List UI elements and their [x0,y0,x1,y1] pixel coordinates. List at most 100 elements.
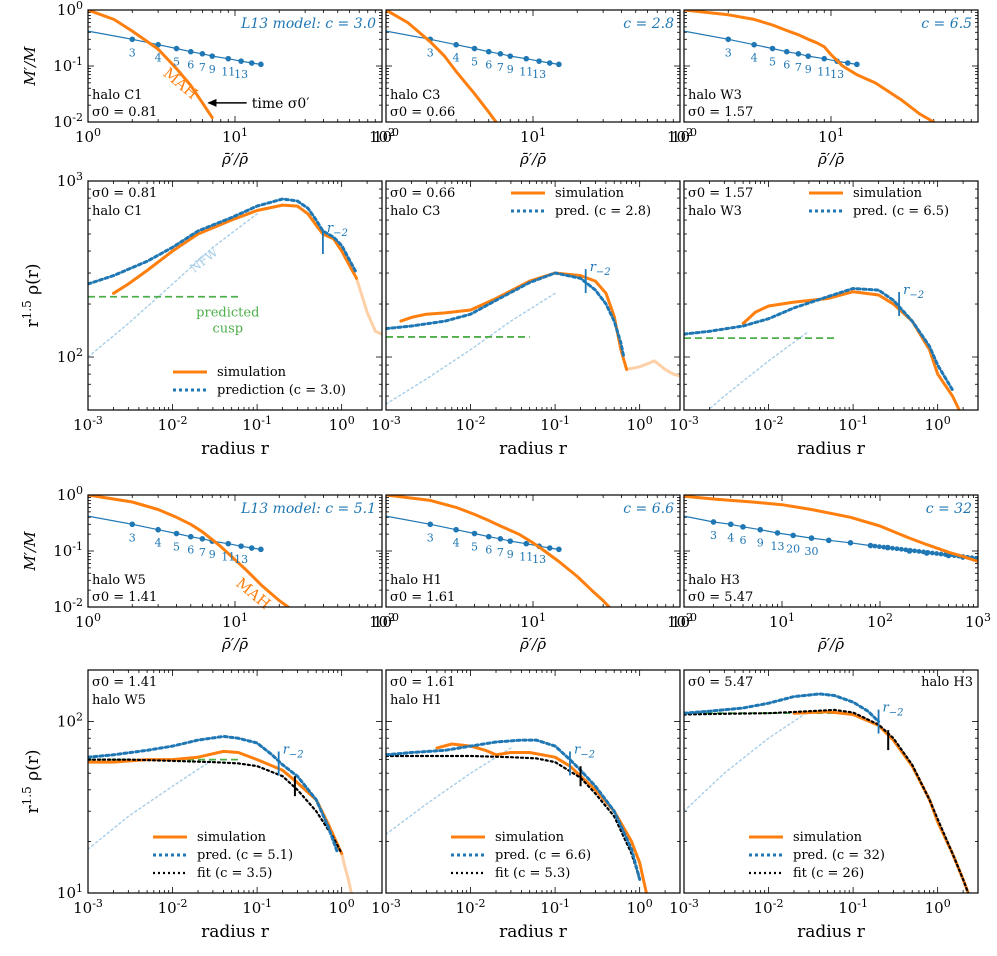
panel-frame [87,669,383,894]
x-tick-label: 10-3 [73,897,103,917]
data-layer [684,495,978,563]
l13-marker-label: 4 [453,52,460,65]
y-tick-label: 103 [57,170,83,190]
l13-marker [497,536,504,542]
sigma-label: σ0 = 1.61 [390,590,455,605]
l13-marker [808,535,815,541]
halo-label: halo W3 [688,88,742,103]
l13-marker-label: 7 [199,61,206,74]
x-tick-label: 101 [769,611,795,631]
panel-frame [385,9,681,123]
halo-label: halo H3 [921,675,973,690]
l13-marker [903,547,909,553]
l13-marker [854,61,860,68]
l13-marker [894,546,900,552]
l13-marker [898,546,904,552]
l13-marker-label: 5 [471,56,478,69]
l13-marker [173,530,180,537]
y-axis-label: M′/M [21,46,39,87]
sigma-label: σ0 = 5.47 [688,590,753,605]
data-layer [386,271,680,405]
l13-marker-label: 6 [187,544,194,557]
sigma-label: σ0 = 1.57 [688,105,753,120]
sigma-label: σ0 = 0.81 [92,105,157,120]
l13-marker-label: 4 [751,52,758,65]
legend-label: fit (c = 26) [793,866,864,881]
x-tick-label: 100 [329,897,355,917]
x-tick-label: 100 [671,126,697,146]
l13-marker-label: 5 [471,541,478,554]
l13-marker-label: 9 [209,548,216,561]
legend-label: simulation [853,186,923,201]
y-axis-label: r1.5 ρ(r) [20,749,43,813]
halo-label: halo C1 [92,88,142,103]
l13-marker [536,58,542,64]
sigma-label: σ0 = 1.61 [390,675,455,690]
legend-label: pred. (c = 6.6) [495,848,591,863]
r2-label: r−2 [283,742,304,760]
legend-label: fit (c = 5.3) [495,866,570,881]
l13-marker [556,61,562,68]
l13-marker-label: 6 [187,59,194,72]
cusp-label: cusp [212,322,243,337]
panel-4: 10-3 10-2 10-1 100102103r−2predictedcuspNFW… [20,170,383,459]
x-axis-label: ρ̄′/ρ̄ [817,150,844,168]
l13-marker [790,532,796,539]
l13-marker [805,53,812,59]
y-tick-label: 101 [57,882,83,902]
l13-marker [173,45,180,52]
data-layer [684,10,936,122]
panel-title: c = 2.8 [623,16,674,32]
l13-marker [546,60,553,66]
l13-marker [916,548,922,554]
l13-marker [907,547,913,553]
l13-marker-label: 30 [805,545,819,558]
l13-marker-label: 4 [155,52,162,65]
x-tick-label: 100 [627,897,653,917]
y-tick-label: 10-1 [53,55,83,75]
prediction-line [88,197,358,286]
panel-5: 10-3 10-2 10-1 100 r−2 σ0 = 0.66 halo C3 simula… [371,180,681,459]
time-arrow-head [207,98,217,107]
panel-10: 10-3 10-2 10-1 100 101 102 r−2 σ0 = 1.41 halo W5… [20,669,383,942]
l13-marker [774,530,781,536]
l13-marker-label: 3 [710,529,717,542]
halo-label: halo W5 [92,573,146,588]
simulation-line [435,742,648,893]
l13-marker [209,53,216,59]
l13-marker-label: 11 [519,66,533,79]
fit-line [88,758,343,855]
legend-label: simulation [793,830,863,845]
panel-title: c = 6.5 [921,16,972,32]
simulation-faint-line [625,359,680,378]
data-layer [88,495,290,607]
x-tick-label: 102 [667,126,693,146]
x-axis-label: ρ̄′/ρ̄ [221,635,248,653]
panel-title: c = 6.6 [623,501,674,517]
panel-title: L13 model: c = 5.1 [240,501,376,517]
data-layer [684,692,970,893]
simulation-faint-line [355,276,382,336]
l13-marker-label: 7 [497,546,504,559]
data-layer [386,10,562,122]
simulation-line [741,290,961,410]
x-tick-label: 101 [520,611,546,631]
x-axis-label: radius r [797,439,866,459]
mah-line [88,495,290,607]
l13-marker [934,551,940,556]
x-tick-label: 10-1 [242,414,272,434]
mah-label: MAH [160,64,202,103]
x-tick-label: 10-1 [242,897,272,917]
l13-marker-label: 3 [725,46,732,59]
prediction-line [386,271,626,359]
x-axis-label: ρ̄′/ρ̄ [817,635,844,653]
l13-marker-label: 11 [221,551,235,564]
l13-marker [238,543,244,549]
l13-marker-label: 4 [155,537,162,550]
l13-marker [199,51,206,57]
l13-marker-label: 13 [234,68,248,81]
l13-marker-label: 11 [519,551,533,564]
l13-marker [523,55,530,62]
l13-marker-label: 4 [727,531,734,544]
